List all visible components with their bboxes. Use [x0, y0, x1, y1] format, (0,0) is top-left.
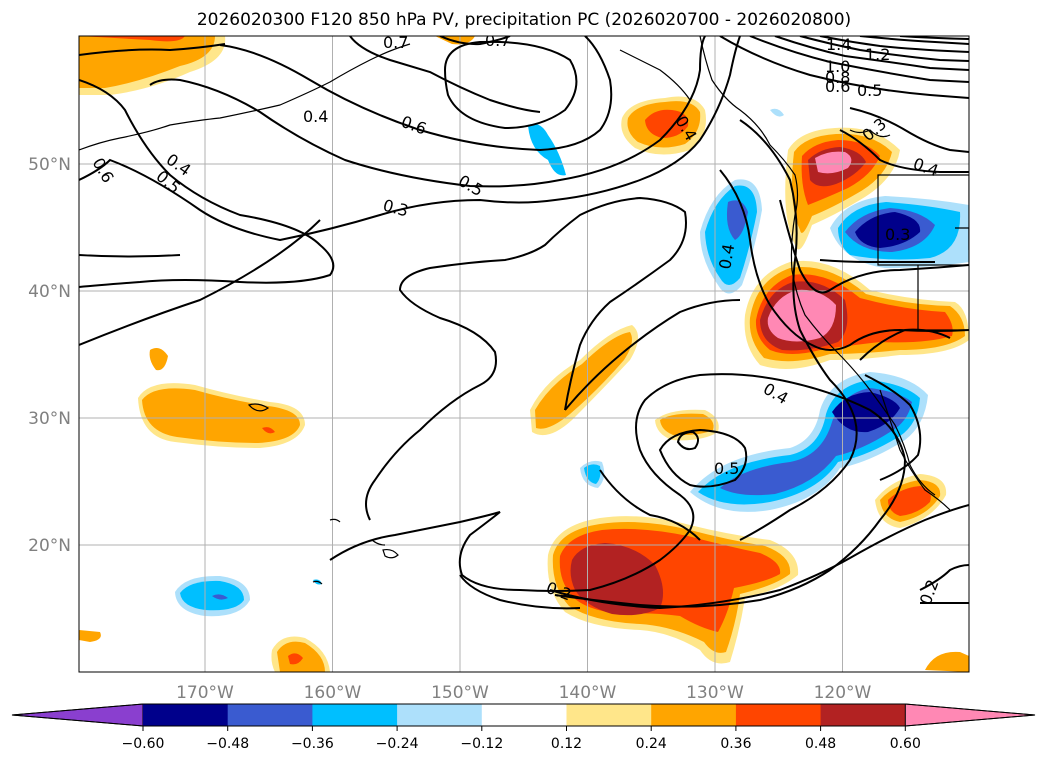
- contour-label: 0.5: [714, 459, 739, 478]
- map-frame: [78, 35, 970, 673]
- colorbar-segment: [227, 704, 313, 726]
- precip-positive-south-west: [271, 636, 330, 672]
- contour-label: 1.2: [865, 45, 890, 64]
- latitude-label: 40°N: [28, 282, 71, 302]
- colorbar: −0.60 −0.48 −0.36 −0.24 −0.12 0.12 0.24 0.36 0.4…: [11, 703, 1036, 752]
- contour-label: 0.7: [383, 33, 408, 52]
- colorbar-tick-label: −0.60: [122, 736, 165, 752]
- precip-negative-south-west: [175, 575, 250, 617]
- contour-label: 0.4: [303, 107, 328, 126]
- pv-contours: [79, 36, 969, 610]
- longitude-label: 130°W: [686, 683, 744, 703]
- colorbar-segment: [143, 704, 229, 726]
- map-panel: 0.7 0.7 1.4 1.2 1.0 0.8 0.6 0.5 0.4 0.6 …: [28, 31, 970, 703]
- latitude-label: 30°N: [28, 409, 71, 429]
- precip-positive-subtropical: [547, 516, 799, 664]
- colorbar-segment: [566, 704, 652, 726]
- coastlines: [79, 36, 969, 585]
- longitude-label: 140°W: [559, 683, 617, 703]
- figure-title: 2026020300 F120 850 hPa PV, precipitatio…: [197, 10, 851, 30]
- latitude-label: 50°N: [28, 155, 71, 175]
- colorbar-tick-label: 0.12: [551, 736, 582, 752]
- precip-negative-baja: [690, 372, 928, 512]
- contour-label: 1.4: [826, 35, 851, 54]
- latitude-tick-labels: 20°N 30°N 40°N 50°N: [28, 155, 71, 556]
- precip-positive-mexico: [875, 474, 947, 528]
- colorbar-tick-label: −0.12: [460, 736, 503, 752]
- contour-label: 0.5: [857, 81, 882, 100]
- colorbar-segment: [397, 704, 483, 726]
- contour-label: 0.3: [885, 225, 910, 244]
- longitude-label: 120°W: [814, 683, 872, 703]
- precip-positive-small-30n: [655, 409, 719, 441]
- colorbar-segment: [651, 704, 737, 726]
- colorbar-tick-label: 0.48: [805, 736, 836, 752]
- colorbar-extend-min: [11, 703, 144, 727]
- contour-label: 1.0: [825, 57, 850, 76]
- longitude-label: 160°W: [304, 683, 362, 703]
- colorbar-tick-label: −0.48: [206, 736, 249, 752]
- precip-negative-great-basin: [830, 196, 969, 268]
- colorbar-tick-label: 0.24: [636, 736, 667, 752]
- contour-label: 0.4: [715, 242, 738, 270]
- colorbar-tick-label: −0.24: [376, 736, 419, 752]
- contour-label: 0.8: [825, 68, 850, 87]
- colorbar-tick-label: −0.36: [291, 736, 334, 752]
- contour-label: 0.7: [485, 31, 510, 50]
- colorbar-tick-label: 0.36: [720, 736, 751, 752]
- longitude-tick-labels: 170°W 160°W 150°W 140°W 130°W 120°W: [176, 683, 871, 703]
- colorbar-segment: [735, 704, 822, 726]
- colorbar-segment: [481, 704, 567, 726]
- colorbar-segment: [312, 704, 398, 726]
- precip-positive-streamer: [530, 325, 639, 436]
- latitude-label: 20°N: [28, 536, 71, 556]
- contour-label: 0.6: [825, 77, 850, 96]
- precip-negative-small: [770, 108, 784, 117]
- precip-positive-small-35n: [149, 348, 168, 371]
- colorbar-tick-label: 0.60: [890, 736, 921, 752]
- precip-positive-california: [744, 260, 969, 369]
- longitude-label: 170°W: [176, 683, 234, 703]
- colorbar-extend-max: [904, 703, 1036, 727]
- precip-positive-west-pacific: [138, 383, 305, 448]
- colorbar-segment: [820, 704, 906, 726]
- longitude-label: 150°W: [431, 683, 489, 703]
